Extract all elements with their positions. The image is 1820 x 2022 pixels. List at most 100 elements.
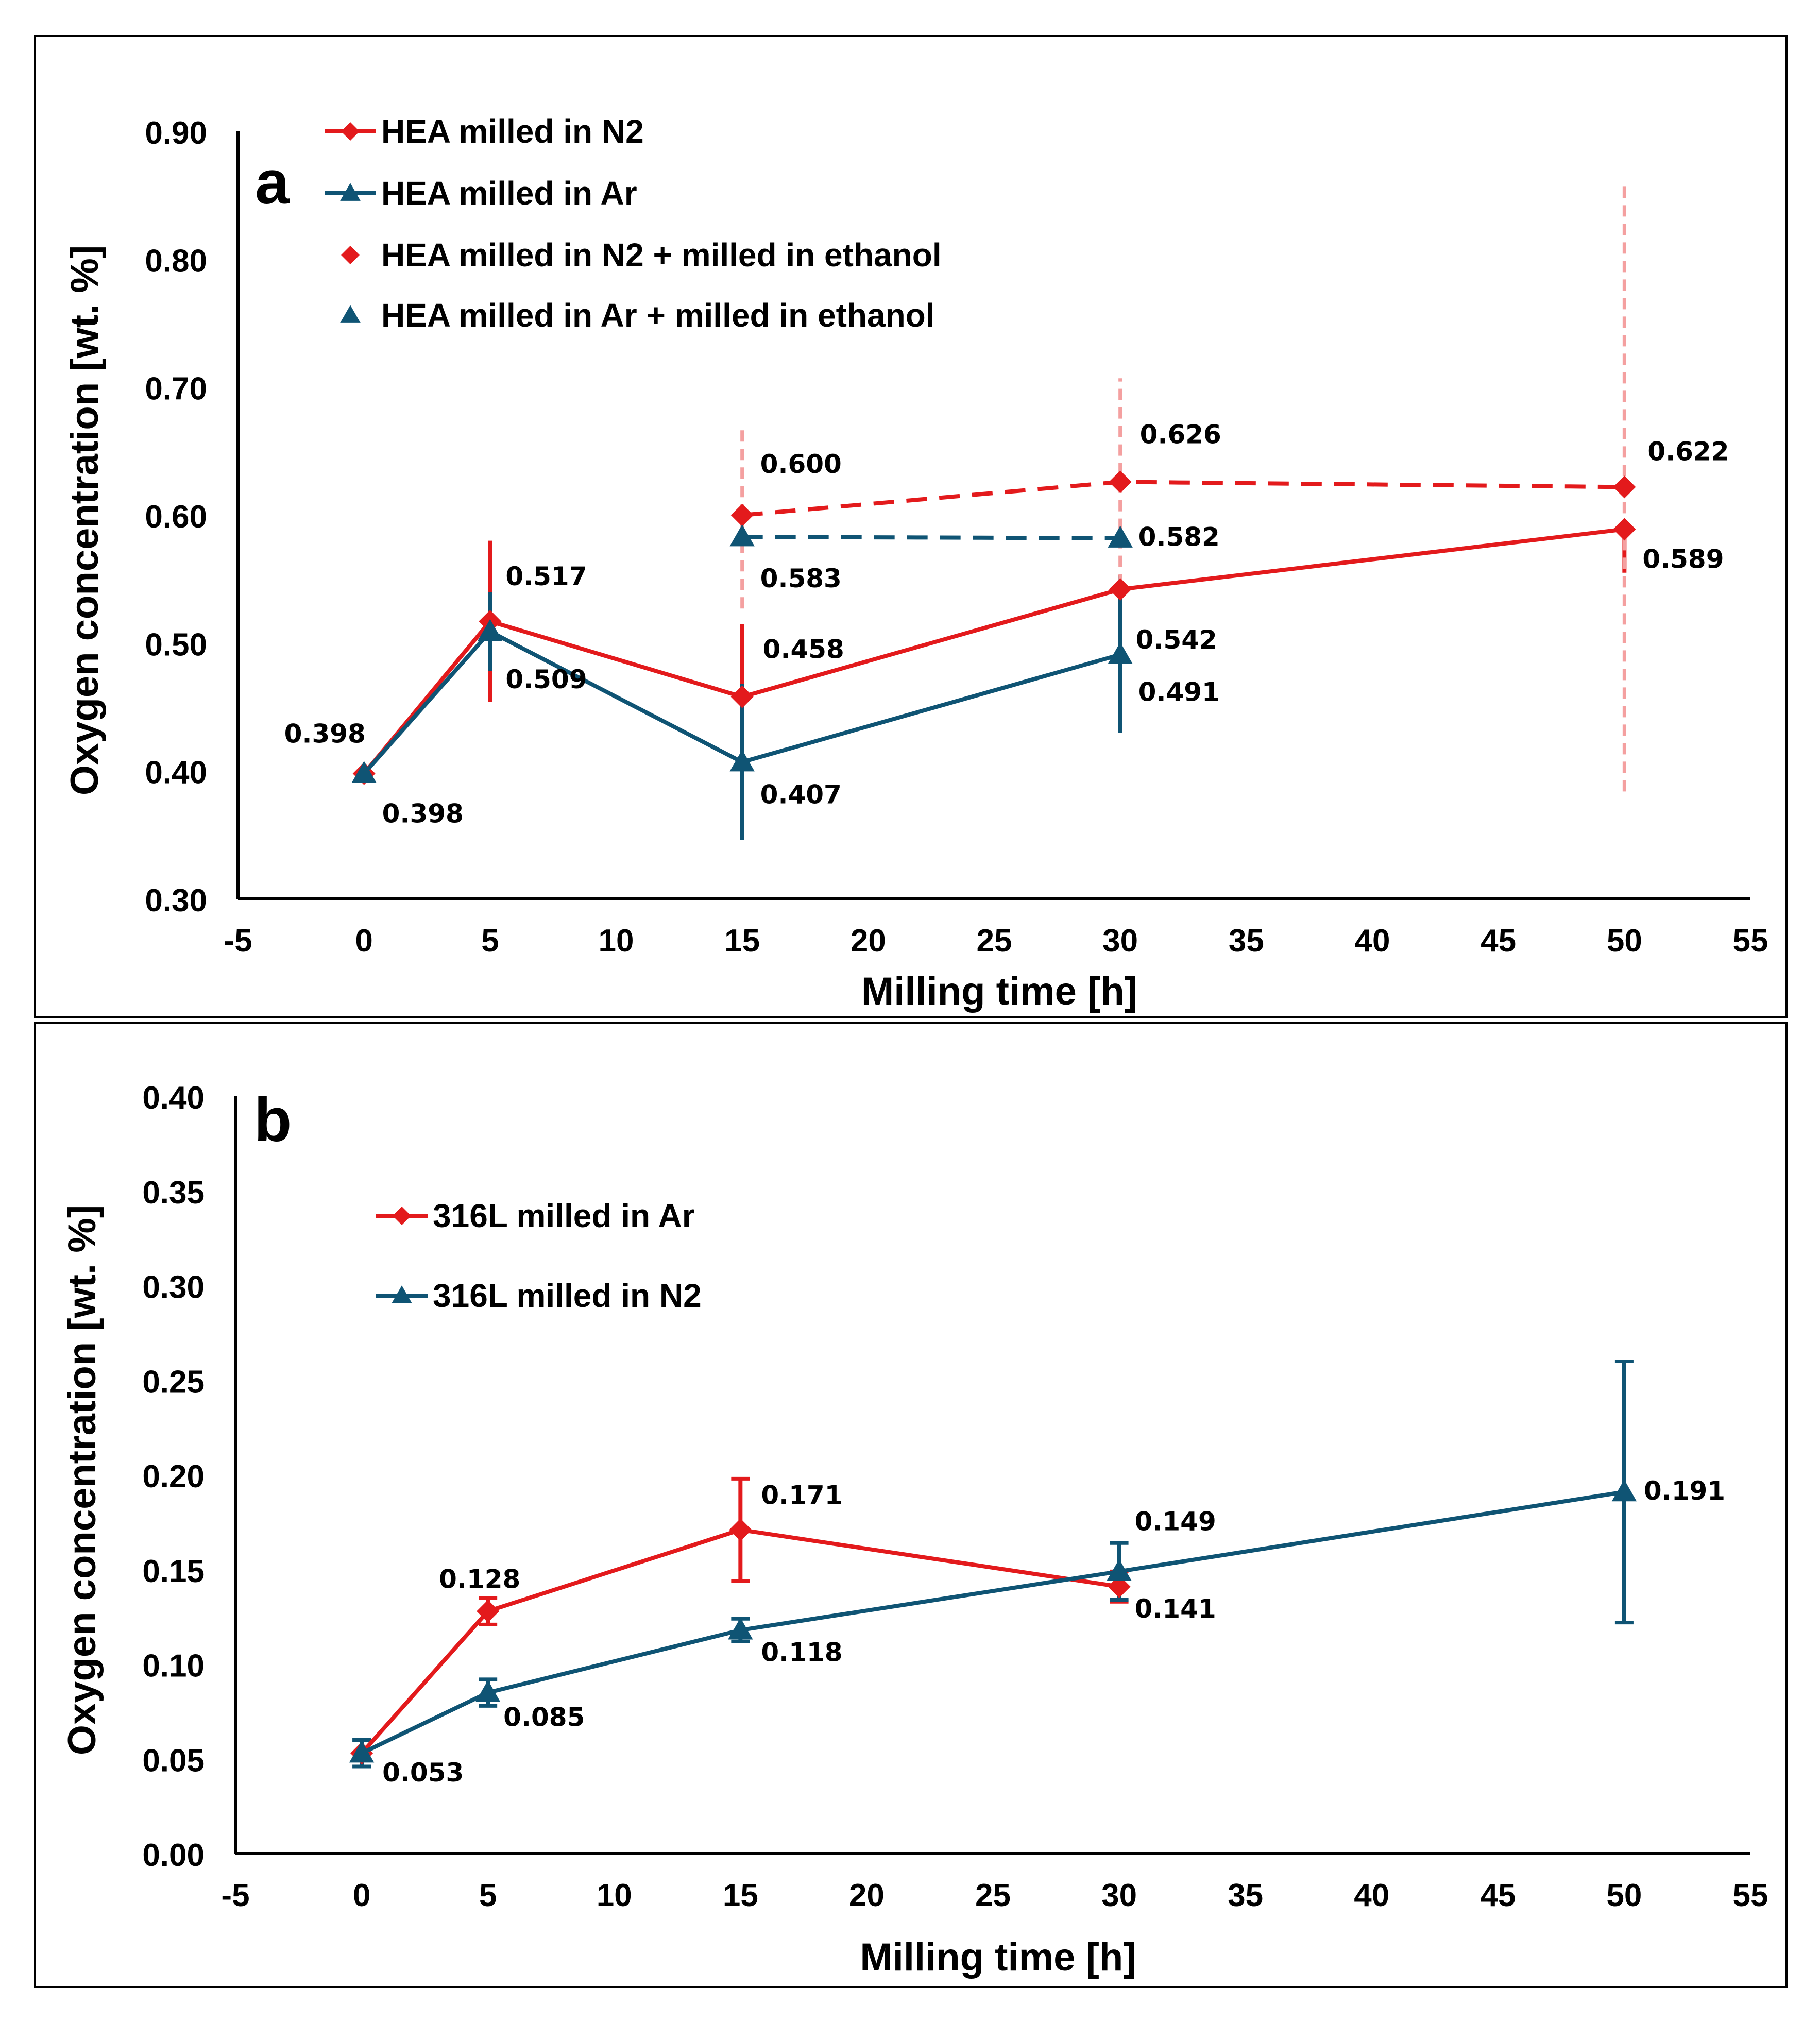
y-tick-label: 0.10	[142, 1649, 205, 1684]
y-axis-title: Oxygen concentration [wt. %]	[60, 1205, 104, 1755]
x-tick-label: 0	[355, 923, 372, 959]
x-tick-label: 10	[599, 923, 634, 959]
x-tick-label: 35	[1229, 923, 1264, 959]
triangle-marker	[1108, 642, 1133, 664]
x-tick-label: 45	[1481, 923, 1516, 959]
data-label: 0.458	[763, 635, 844, 665]
y-tick-label: 0.25	[142, 1364, 205, 1400]
triangle-marker	[340, 183, 361, 201]
series-line	[360, 1527, 1120, 1755]
diamond-marker	[341, 122, 360, 141]
x-tick-label: 35	[1228, 1878, 1263, 1913]
y-tick-label: 0.40	[145, 755, 207, 791]
data-label: 0.626	[1140, 419, 1221, 449]
x-tick-label: 50	[1607, 923, 1642, 959]
data-label: 0.128	[439, 1565, 520, 1594]
panel-label: b	[254, 1085, 292, 1154]
diamond-marker	[730, 504, 754, 526]
diamond-marker	[341, 246, 360, 264]
data-label: 0.191	[1644, 1476, 1725, 1506]
data-label: 0.491	[1138, 677, 1220, 707]
triangle-marker	[475, 1680, 501, 1702]
triangle-marker	[351, 761, 377, 783]
y-tick-label: 0.50	[145, 627, 207, 662]
y-tick-label: 0.20	[142, 1459, 205, 1494]
data-label: 0.582	[1138, 522, 1220, 552]
y-tick-label: 0.40	[142, 1080, 205, 1116]
series-line	[742, 480, 1625, 517]
diamond-marker	[1613, 518, 1636, 541]
legend-label: 316L milled in Ar	[433, 1197, 695, 1234]
x-axis-title: Milling time [h]	[861, 970, 1137, 1013]
triangle-marker	[392, 1285, 412, 1303]
y-tick-label: 0.30	[142, 1270, 205, 1305]
data-label: 0.600	[760, 449, 842, 479]
data-label: 0.398	[284, 719, 366, 749]
x-tick-label: 30	[1101, 1878, 1137, 1913]
legend-label: HEA milled in N2 + milled in ethanol	[381, 236, 942, 274]
diamond-marker	[1109, 470, 1132, 494]
chart-b: 0.00 0.05 0.10 0.15 0.20 0.25 0.30 0.35 0.40 -5 0 5…	[60, 1080, 1768, 1979]
x-tick-label: 0	[353, 1878, 370, 1913]
y-tick-label: 0.90	[145, 115, 207, 151]
x-tick-label: 15	[723, 1878, 758, 1913]
y-tick-label: 0.80	[145, 243, 207, 279]
x-tick-label: 5	[481, 923, 499, 959]
x-tick-label: 40	[1355, 923, 1390, 959]
x-tick-label: 45	[1480, 1878, 1516, 1913]
y-tick-label: 0.05	[142, 1743, 205, 1778]
triangle-marker	[1108, 525, 1133, 548]
x-tick-label: 25	[977, 923, 1012, 959]
data-label: 0.542	[1136, 625, 1217, 655]
data-label: 0.118	[761, 1637, 842, 1667]
legend-label: HEA milled in Ar	[381, 175, 637, 212]
diamond-marker	[730, 685, 754, 708]
x-tick-label: -5	[221, 1878, 249, 1913]
diamond-marker	[1108, 1575, 1131, 1598]
panel-a-frame	[34, 35, 1788, 1018]
x-tick-label: 20	[849, 1878, 885, 1913]
diamond-marker	[1109, 578, 1132, 601]
x-tick-label: 55	[1733, 923, 1768, 959]
x-tick-label: 20	[851, 923, 886, 959]
x-tick-label: 5	[479, 1878, 497, 1913]
diamond-marker	[393, 1207, 411, 1225]
chart-a: 0.30 0.40 0.50 0.60 0.70 0.80 0.90 -5 0 5 10 15 20 25…	[63, 113, 1768, 1013]
diamond-marker	[729, 1518, 752, 1541]
triangle-marker	[1107, 1559, 1132, 1581]
x-tick-label: 10	[597, 1878, 632, 1913]
data-label: 0.583	[760, 564, 842, 593]
data-label: 0.589	[1642, 544, 1724, 574]
triangle-marker	[729, 750, 755, 772]
y-tick-label: 0.30	[145, 883, 207, 919]
series-line	[742, 535, 1120, 540]
x-tick-label: 55	[1733, 1878, 1768, 1913]
x-axis-title: Milling time [h]	[860, 1935, 1136, 1979]
diamond-marker	[477, 1600, 500, 1623]
y-tick-label: 0.70	[145, 371, 207, 407]
triangle-marker	[728, 1618, 753, 1640]
y-axis-title: Oxygen concentration [wt. %]	[63, 245, 107, 795]
x-tick-label: -5	[224, 923, 252, 959]
y-tick-label: 0.35	[142, 1175, 205, 1211]
data-label: 0.398	[382, 799, 464, 829]
data-label: 0.141	[1135, 1594, 1216, 1624]
diamond-marker	[1613, 475, 1636, 499]
data-label: 0.149	[1135, 1506, 1216, 1536]
data-label: 0.509	[505, 665, 587, 694]
series-line	[362, 629, 1121, 775]
triangle-marker	[340, 305, 361, 323]
triangle-marker	[478, 619, 503, 641]
data-label: 0.171	[761, 1481, 842, 1510]
panel-b-frame	[34, 1022, 1788, 1988]
legend-label: HEA milled in Ar + milled in ethanol	[381, 297, 935, 334]
y-tick-label: 0.00	[142, 1838, 205, 1873]
data-label: 0.053	[382, 1758, 464, 1788]
triangle-marker	[349, 1741, 375, 1763]
x-tick-label: 25	[975, 1878, 1011, 1913]
data-label: 0.085	[503, 1703, 585, 1732]
data-label: 0.622	[1647, 436, 1729, 466]
legend-label: 316L milled in N2	[433, 1277, 702, 1314]
data-label: 0.517	[505, 562, 587, 591]
